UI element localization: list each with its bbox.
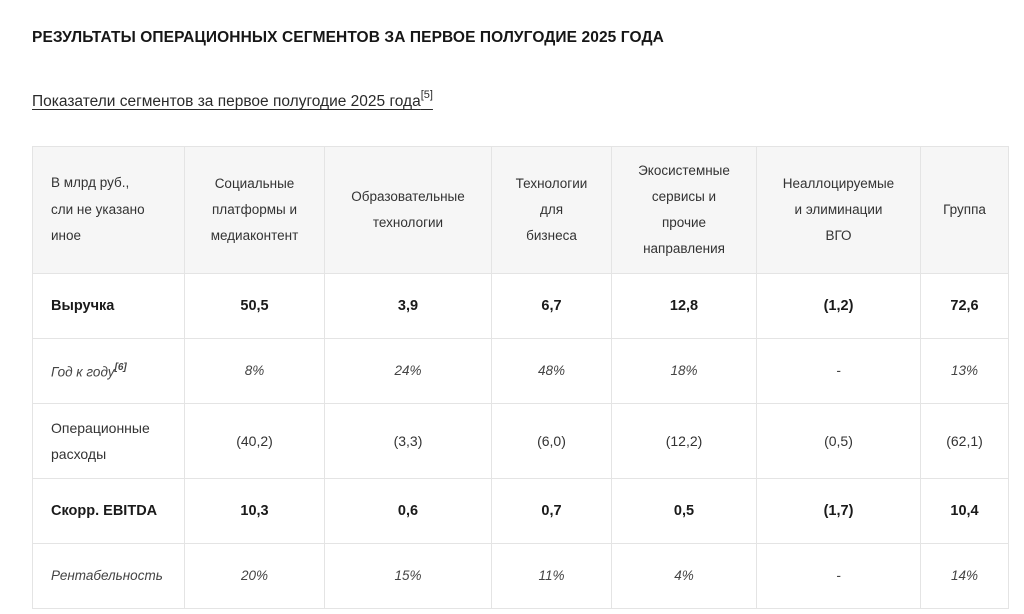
- table-row-margin: Рентабельность 20% 15% 11% 4% - 14%: [32, 543, 1009, 609]
- page-title: РЕЗУЛЬТАТЫ ОПЕРАЦИОННЫХ СЕГМЕНТОВ ЗА ПЕР…: [32, 29, 664, 46]
- table-header-row: В млрд руб., сли не указано иное Социальны…: [32, 146, 1009, 274]
- table-caption-text: Показатели сегментов за первое полугодие…: [32, 93, 421, 111]
- table-cell: 10,3: [184, 478, 325, 544]
- table-cell: 0,5: [611, 478, 757, 544]
- header-business-tech: Технологии для бизнеса: [491, 146, 612, 274]
- table-cell: (6,0): [491, 403, 612, 479]
- table-caption-link[interactable]: Показатели сегментов за первое полугодие…: [32, 89, 433, 111]
- table-cell: (12,2): [611, 403, 757, 479]
- row-label: Год к году[6]: [32, 338, 185, 404]
- table-cell: 48%: [491, 338, 612, 404]
- table-cell: 0,6: [324, 478, 492, 544]
- row-label: Выручка: [32, 273, 185, 339]
- header-unallocated: Неаллоцируемые и элиминации ВГО: [756, 146, 921, 274]
- row-label: Рентабельность: [32, 543, 185, 609]
- table-cell: 12,8: [611, 273, 757, 339]
- table-cell: 11%: [491, 543, 612, 609]
- table-row-yoy: Год к году[6] 8% 24% 48% 18% - 13%: [32, 338, 1009, 404]
- table-cell: 4%: [611, 543, 757, 609]
- table-row-revenue: Выручка 50,5 3,9 6,7 12,8 (1,2) 72,6: [32, 273, 1009, 339]
- header-ecosystem-services: Экосистемные сервисы и прочие направления: [611, 146, 757, 274]
- table-cell: 15%: [324, 543, 492, 609]
- table-cell: (40,2): [184, 403, 325, 479]
- table-cell: (1,7): [756, 478, 921, 544]
- table-cell: (3,3): [324, 403, 492, 479]
- table-row-adj-ebitda: Скорр. EBITDA 10,3 0,6 0,7 0,5 (1,7) 10,…: [32, 478, 1009, 544]
- table-cell: 72,6: [920, 273, 1009, 339]
- table-cell: 20%: [184, 543, 325, 609]
- table-cell: 13%: [920, 338, 1009, 404]
- table-cell: 6,7: [491, 273, 612, 339]
- table-cell: (62,1): [920, 403, 1009, 479]
- table-row-opex: Операционные расходы (40,2) (3,3) (6,0) (…: [32, 403, 1009, 479]
- table-cell: 10,4: [920, 478, 1009, 544]
- header-edtech: Образовательные технологии: [324, 146, 492, 274]
- table-cell: 14%: [920, 543, 1009, 609]
- table-cell: 24%: [324, 338, 492, 404]
- header-social-platforms: Социальные платформы и медиаконтент: [184, 146, 325, 274]
- caption-footnote-link[interactable]: [5]: [420, 89, 433, 101]
- header-units: В млрд руб., сли не указано иное: [32, 146, 185, 274]
- table-cell: -: [756, 338, 921, 404]
- table-cell: (0,5): [756, 403, 921, 479]
- table-cell: 50,5: [184, 273, 325, 339]
- segments-table: В млрд руб., сли не указано иное Социальны…: [32, 146, 1009, 609]
- header-group: Группа: [920, 146, 1009, 274]
- table-cell: 3,9: [324, 273, 492, 339]
- table-cell: 0,7: [491, 478, 612, 544]
- table-cell: (1,2): [756, 273, 921, 339]
- table-cell: -: [756, 543, 921, 609]
- table-cell: 18%: [611, 338, 757, 404]
- table-cell: 8%: [184, 338, 325, 404]
- row-label: Скорр. EBITDA: [32, 478, 185, 544]
- row-footnote-link[interactable]: [6]: [114, 362, 127, 374]
- row-label: Операционные расходы: [32, 403, 185, 479]
